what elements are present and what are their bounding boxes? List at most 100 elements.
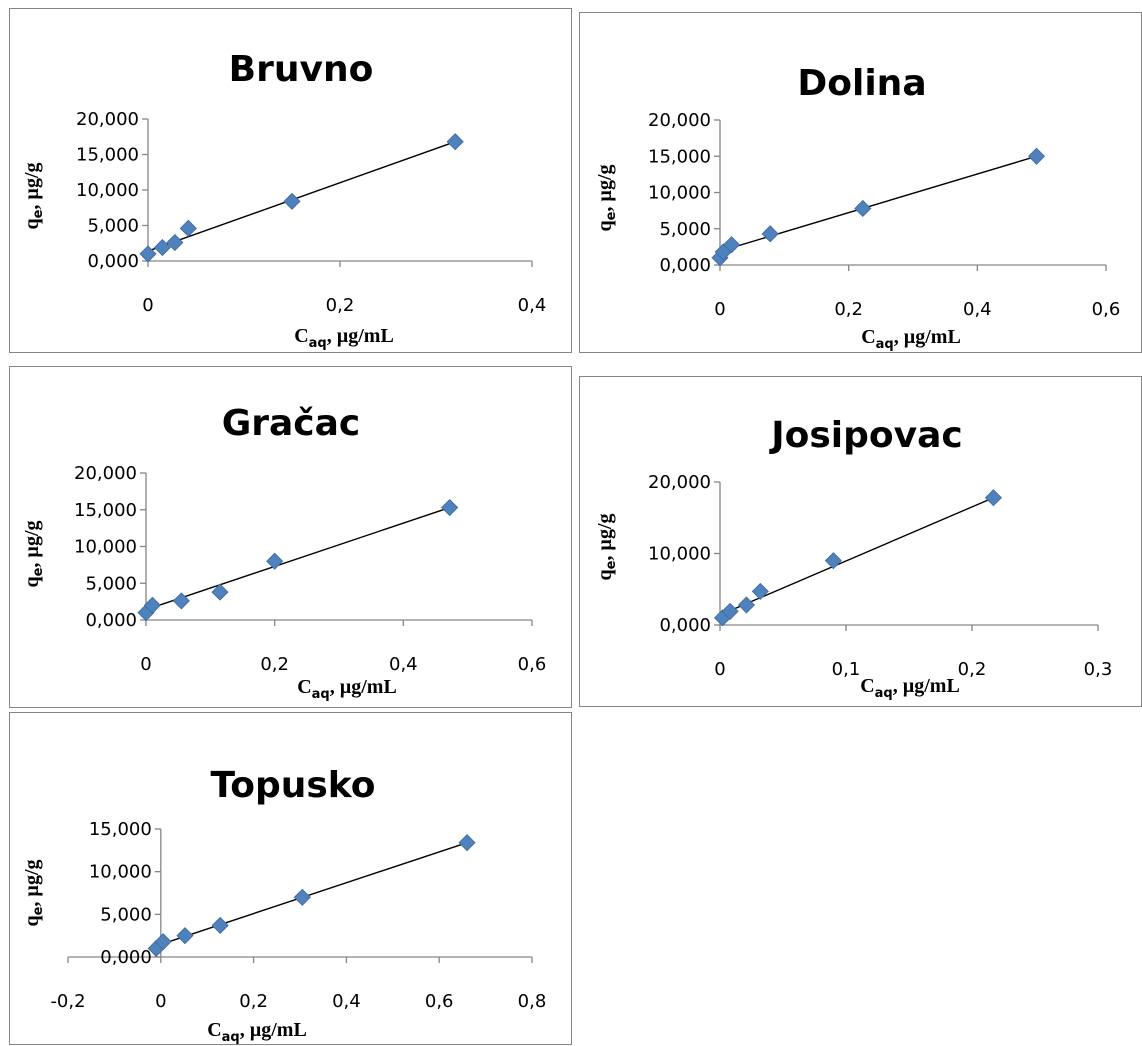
data-point <box>176 927 194 945</box>
x-tick-label: 0,2 <box>239 991 268 1012</box>
x-tick-label: 0,2 <box>834 299 863 320</box>
chart-title: Gračac <box>222 403 361 444</box>
data-point <box>211 583 229 601</box>
data-point <box>266 552 284 570</box>
x-tick-label: 0,4 <box>963 299 992 320</box>
x-tick-label: 0,8 <box>518 991 547 1012</box>
x-tick-label: 0 <box>155 991 166 1012</box>
data-point <box>723 236 741 254</box>
data-point <box>179 219 197 237</box>
y-axis-label: qe, µg/g <box>21 520 46 587</box>
x-tick-label: 0,2 <box>958 659 987 680</box>
y-axis-label-group: qe, µg/g <box>21 859 46 926</box>
data-point <box>761 225 779 243</box>
plot-area: 0,000 5,000 10,000 15,000 20,000 0 0,2 0,4 <box>76 109 546 316</box>
y-axis-label-group: qe, µg/g <box>594 513 619 580</box>
plot-area: 0,000 5,000 10,000 15,000 20,000 0 0,2 0,4 0,6 <box>648 110 1120 320</box>
x-tick-label: 0,2 <box>326 295 355 316</box>
y-axis-label-group: qe, µg/g <box>21 162 46 229</box>
y-tick-label: 10,000 <box>648 544 711 565</box>
y-tick-label: 5,000 <box>85 573 137 594</box>
chart-svg: Bruvno qe, µg/g Caq, µg/mL 0,000 5,000 10,… <box>21 49 546 351</box>
y-tick-label: 15,000 <box>76 145 139 166</box>
trendline <box>155 841 468 947</box>
chart-title: Josipovac <box>768 415 963 456</box>
x-axis-label: Caq, µg/mL <box>207 1019 307 1045</box>
data-point <box>824 552 842 570</box>
chart-svg: Topusko qe, µg/g Caq, µg/mL 0,000 5,000 10… <box>21 765 546 1045</box>
x-tick-label: 0 <box>714 299 725 320</box>
chart-panel-gracac: Gračac qe, µg/g Caq, µg/mL 0,000 5,000 10,… <box>9 366 572 708</box>
x-tick-label: 0 <box>142 295 153 316</box>
y-tick-label: 20,000 <box>74 463 137 484</box>
y-tick-label: 15,000 <box>89 819 152 840</box>
y-tick-label: 0,000 <box>100 947 152 968</box>
data-point <box>143 596 161 614</box>
trendline <box>719 497 994 616</box>
chart-svg: Josipovac qe, µg/g Caq, µg/mL 0,000 10,00… <box>594 415 1112 701</box>
y-tick-label: 10,000 <box>74 537 137 558</box>
data-point <box>139 245 157 263</box>
data-point <box>737 596 756 614</box>
y-tick-label: 20,000 <box>648 472 711 493</box>
y-tick-label: 5,000 <box>659 219 711 240</box>
data-point <box>854 199 872 218</box>
y-axis-label: qe, µg/g <box>21 162 46 229</box>
x-axis-label: Caq, µg/mL <box>860 675 960 701</box>
x-tick-label: 0,4 <box>332 991 361 1012</box>
chart-panel-dolina: Dolina qe, µg/g Caq, µg/mL 0,000 5,000 10,… <box>579 12 1142 353</box>
y-axis-label-group: qe, µg/g <box>21 520 46 587</box>
y-axis-label: qe, µg/g <box>594 513 619 580</box>
chart-svg: Gračac qe, µg/g Caq, µg/mL 0,000 5,000 10,… <box>21 403 546 702</box>
plot-area: 0,000 10,000 20,000 0 0,1 0,2 0,3 <box>648 472 1112 680</box>
data-point <box>751 582 769 600</box>
chart-title: Dolina <box>797 63 926 104</box>
y-tick-label: 0,000 <box>659 255 711 276</box>
x-tick-label: 0,4 <box>389 654 418 675</box>
data-point <box>172 592 190 610</box>
y-tick-label: 5,000 <box>87 216 139 237</box>
trendline <box>145 506 450 611</box>
y-tick-label: 15,000 <box>74 500 137 521</box>
data-point <box>153 238 171 257</box>
data-point <box>293 888 311 906</box>
data-point <box>458 834 476 852</box>
y-tick-label: 0,000 <box>659 615 711 636</box>
x-tick-label: 0 <box>714 659 725 680</box>
y-tick-label: 10,000 <box>76 180 139 201</box>
chart-title: Bruvno <box>229 49 374 90</box>
data-point <box>984 489 1002 507</box>
data-point <box>441 498 459 517</box>
data-point <box>446 133 464 151</box>
x-tick-label: 0,6 <box>1092 299 1121 320</box>
y-axis-label-group: qe, µg/g <box>594 164 619 231</box>
y-axis-label: qe, µg/g <box>21 859 46 926</box>
chart-svg: Dolina qe, µg/g Caq, µg/mL 0,000 5,000 10,… <box>594 63 1120 352</box>
y-tick-label: 0,000 <box>85 610 137 631</box>
y-tick-label: 10,000 <box>648 183 711 204</box>
chart-panel-topusko: Topusko qe, µg/g Caq, µg/mL 0,000 5,000 10… <box>9 712 572 1045</box>
y-tick-label: 0,000 <box>87 251 139 272</box>
x-axis-label: Caq, µg/mL <box>861 326 961 352</box>
x-tick-label: 0,1 <box>832 659 861 680</box>
x-axis-label: Caq, µg/mL <box>294 325 394 351</box>
y-tick-label: 10,000 <box>89 862 152 883</box>
x-tick-label: 0 <box>140 654 151 675</box>
x-tick-label: 0,2 <box>260 654 289 675</box>
plot-area: 0,000 5,000 10,000 15,000 -0,2 0 0,2 0,4 0,6 0,8 <box>50 819 546 1012</box>
plot-area: 0,000 5,000 10,000 15,000 20,000 0 0,2 0,4 0,6 <box>74 463 546 675</box>
x-tick-label: 0,6 <box>425 991 454 1012</box>
data-point <box>166 233 184 252</box>
chart-title: Topusko <box>210 765 375 806</box>
x-tick-label: 0,4 <box>518 295 547 316</box>
x-tick-label: 0,6 <box>518 654 547 675</box>
x-axis-label: Caq, µg/mL <box>297 676 397 702</box>
data-point <box>211 916 229 934</box>
data-point <box>721 602 739 620</box>
chart-panel-bruvno: Bruvno qe, µg/g Caq, µg/mL 0,000 5,000 10,… <box>9 8 572 353</box>
data-point <box>154 933 172 951</box>
y-tick-label: 5,000 <box>100 904 152 925</box>
y-tick-label: 20,000 <box>76 109 139 130</box>
x-tick-label: 0,3 <box>1084 659 1113 680</box>
y-tick-label: 20,000 <box>648 110 711 131</box>
